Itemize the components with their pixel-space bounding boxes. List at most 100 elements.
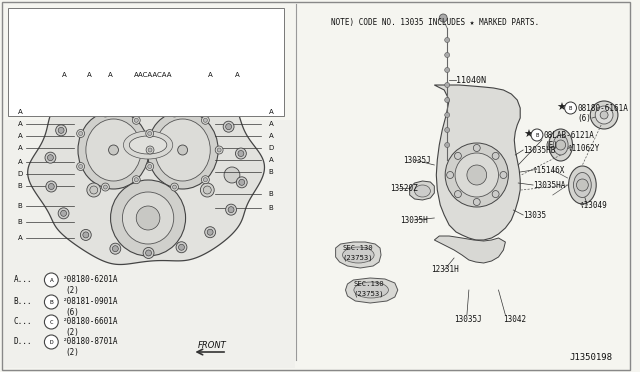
Circle shape (104, 185, 108, 189)
Text: 13035J: 13035J (454, 315, 482, 324)
Polygon shape (346, 278, 398, 303)
Text: ²08181-0901A: ²08181-0901A (63, 298, 118, 307)
Ellipse shape (549, 129, 573, 161)
Text: 13042: 13042 (504, 315, 527, 324)
Ellipse shape (568, 166, 596, 204)
Text: A: A (269, 133, 273, 139)
Circle shape (134, 118, 138, 122)
Bar (8, 8, 284, 116)
Text: (23753): (23753) (353, 291, 384, 297)
Circle shape (201, 100, 212, 110)
Text: (E): (E) (544, 141, 558, 150)
Text: (2): (2) (65, 328, 79, 337)
Circle shape (204, 178, 207, 182)
Circle shape (90, 186, 98, 194)
Circle shape (226, 124, 232, 130)
Circle shape (454, 190, 461, 198)
Circle shape (207, 229, 213, 235)
Circle shape (79, 105, 85, 111)
Circle shape (474, 144, 480, 151)
Circle shape (223, 121, 234, 132)
Circle shape (148, 148, 152, 152)
Circle shape (111, 180, 186, 256)
Text: D: D (269, 145, 274, 151)
Circle shape (132, 176, 140, 184)
Text: A: A (269, 121, 273, 127)
Text: A: A (108, 72, 113, 78)
Text: A: A (62, 72, 67, 78)
Polygon shape (435, 85, 520, 240)
Text: FRONT: FRONT (197, 341, 226, 350)
Text: ☦13049: ☦13049 (579, 201, 607, 209)
Ellipse shape (342, 247, 374, 263)
Circle shape (445, 143, 508, 207)
Circle shape (47, 155, 53, 161)
Text: ²08180-8701A: ²08180-8701A (63, 337, 118, 346)
Text: SEC.130: SEC.130 (353, 281, 384, 287)
Text: A: A (18, 159, 22, 165)
Text: B: B (269, 191, 273, 197)
Text: SEC.130: SEC.130 (342, 245, 373, 251)
Circle shape (134, 178, 138, 182)
Text: ²08180-6601A: ²08180-6601A (63, 317, 118, 327)
Circle shape (173, 111, 177, 115)
Circle shape (202, 176, 209, 184)
Circle shape (44, 273, 58, 287)
Text: C...: C... (14, 317, 32, 327)
Circle shape (564, 102, 577, 114)
Text: B: B (536, 132, 539, 138)
Circle shape (204, 186, 211, 194)
Circle shape (600, 111, 608, 119)
Circle shape (492, 153, 499, 160)
Circle shape (202, 116, 209, 124)
Circle shape (455, 153, 499, 197)
Circle shape (236, 148, 246, 159)
Circle shape (108, 90, 114, 96)
Circle shape (132, 116, 140, 124)
Text: 08LAB-6121A: 08LAB-6121A (544, 131, 595, 140)
Text: A: A (49, 278, 53, 282)
Circle shape (179, 244, 184, 250)
Circle shape (224, 167, 240, 183)
Text: B: B (569, 106, 572, 110)
Circle shape (204, 102, 209, 108)
Circle shape (445, 142, 450, 148)
Circle shape (577, 179, 588, 191)
Text: (2): (2) (65, 349, 79, 357)
Circle shape (145, 250, 152, 256)
Text: 08180-6161A: 08180-6161A (577, 103, 628, 112)
Circle shape (83, 232, 89, 238)
Ellipse shape (553, 135, 568, 155)
Circle shape (170, 109, 179, 117)
Polygon shape (335, 242, 381, 268)
Bar (4, 120, 295, 368)
Circle shape (236, 177, 247, 188)
Ellipse shape (354, 282, 388, 298)
Circle shape (136, 206, 160, 230)
Circle shape (205, 227, 216, 238)
Ellipse shape (109, 145, 118, 155)
Ellipse shape (124, 131, 173, 159)
Text: B: B (18, 219, 22, 225)
Text: B...: B... (14, 298, 32, 307)
Text: B: B (18, 203, 22, 209)
Circle shape (445, 97, 450, 103)
Text: 13035: 13035 (523, 211, 547, 219)
Circle shape (228, 207, 234, 213)
Circle shape (77, 129, 84, 138)
Text: B: B (269, 205, 273, 211)
Text: 13035J: 13035J (403, 155, 431, 164)
Circle shape (79, 132, 83, 135)
Ellipse shape (155, 119, 211, 181)
Ellipse shape (129, 136, 167, 154)
Circle shape (146, 129, 154, 138)
Circle shape (146, 163, 154, 170)
Circle shape (215, 146, 223, 154)
Ellipse shape (415, 185, 430, 197)
Text: (2): (2) (65, 286, 79, 295)
Circle shape (46, 181, 57, 192)
Circle shape (217, 148, 221, 152)
Circle shape (445, 38, 450, 42)
Circle shape (44, 335, 58, 349)
Text: A: A (86, 72, 92, 78)
